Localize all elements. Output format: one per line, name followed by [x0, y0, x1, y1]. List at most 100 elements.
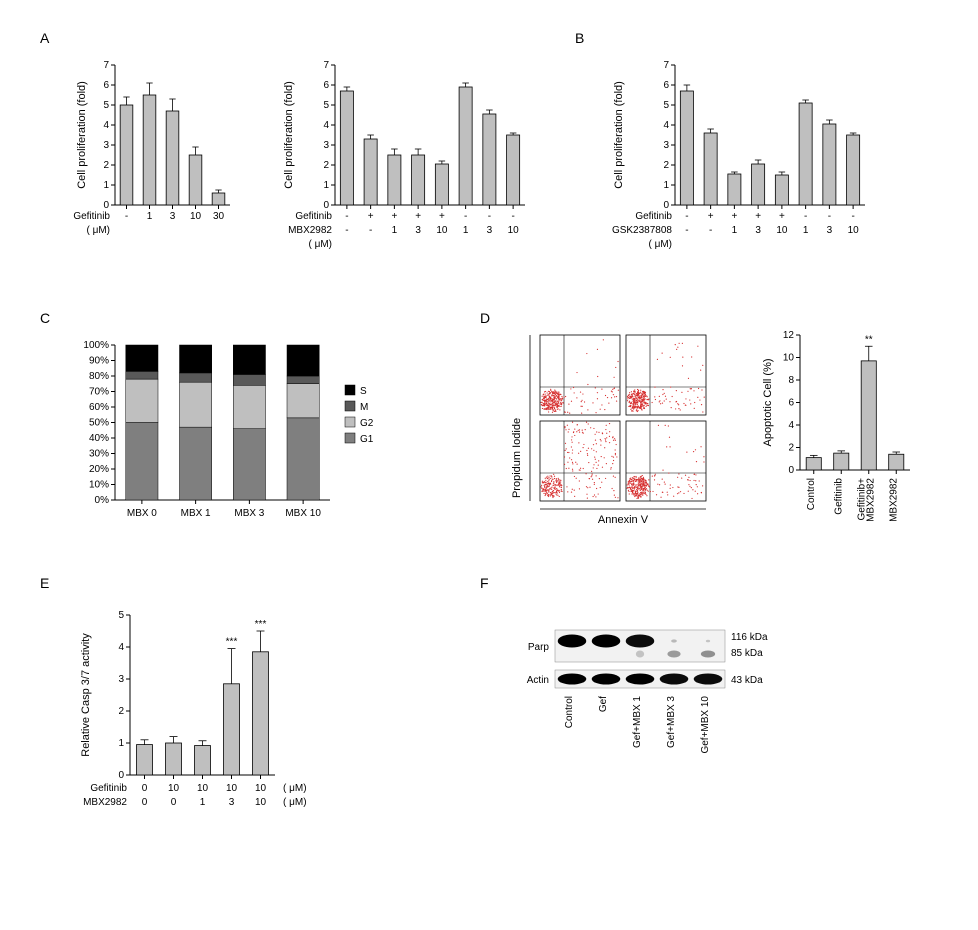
svg-text:90%: 90%: [89, 356, 109, 367]
svg-text:G1: G1: [360, 434, 374, 445]
svg-text:Cell proliferation (fold): Cell proliferation (fold): [76, 81, 88, 189]
chart-a-left: Cell proliferation (fold)01234567Gefitin…: [75, 60, 245, 273]
svg-text:1: 1: [732, 225, 738, 236]
svg-text:0: 0: [788, 465, 794, 476]
svg-text:0: 0: [171, 797, 177, 808]
svg-text:Gefitinib: Gefitinib: [295, 211, 332, 222]
svg-text:43 kDa: 43 kDa: [731, 675, 763, 686]
svg-text:12: 12: [783, 330, 795, 341]
svg-text:MBX2982: MBX2982: [865, 478, 876, 522]
figure-root: A B C D E F Cell proliferation (fold)012…: [20, 20, 958, 910]
svg-text:3: 3: [487, 225, 493, 236]
svg-text:2: 2: [663, 160, 669, 171]
svg-text:S: S: [360, 386, 367, 397]
svg-text:3: 3: [118, 674, 124, 685]
svg-text:-: -: [685, 211, 688, 222]
svg-text:0: 0: [142, 797, 148, 808]
svg-text:Cell proliferation (fold): Cell proliferation (fold): [283, 81, 295, 189]
svg-text:0: 0: [663, 200, 669, 211]
svg-text:M: M: [360, 402, 368, 413]
svg-text:1: 1: [663, 180, 669, 191]
svg-text:100%: 100%: [83, 340, 109, 351]
svg-text:+: +: [779, 211, 785, 222]
svg-text:10: 10: [226, 783, 238, 794]
svg-text:60%: 60%: [89, 402, 109, 413]
svg-text:Cell proliferation (fold): Cell proliferation (fold): [613, 81, 625, 189]
svg-text:10: 10: [190, 211, 202, 222]
svg-text:70%: 70%: [89, 387, 109, 398]
scatter-d: Propidum Iodide Annexin V: [510, 330, 730, 543]
svg-text:10: 10: [255, 797, 267, 808]
svg-text:+: +: [439, 211, 445, 222]
svg-text:10: 10: [848, 225, 860, 236]
svg-text:7: 7: [323, 60, 329, 71]
svg-text:Propidum Iodide: Propidum Iodide: [511, 418, 523, 498]
svg-text:8: 8: [788, 375, 794, 386]
svg-text:5: 5: [118, 610, 124, 621]
svg-text:-: -: [851, 211, 854, 222]
svg-text:0: 0: [103, 200, 109, 211]
svg-text:( μM): ( μM): [283, 783, 307, 794]
svg-text:4: 4: [103, 120, 109, 131]
svg-text:**: **: [865, 334, 873, 345]
svg-text:10: 10: [197, 783, 209, 794]
svg-text:1: 1: [392, 225, 398, 236]
svg-text:+: +: [708, 211, 714, 222]
chart-e: Relative Casp 3/7 activity012345******Ge…: [75, 600, 295, 863]
svg-text:Gef+MBX 3: Gef+MBX 3: [666, 696, 677, 748]
svg-text:Gef+MBX 10: Gef+MBX 10: [700, 696, 711, 754]
svg-text:1: 1: [200, 797, 206, 808]
svg-text:G2: G2: [360, 418, 374, 429]
svg-text:-: -: [828, 211, 831, 222]
svg-text:5: 5: [323, 100, 329, 111]
svg-text:30: 30: [213, 211, 225, 222]
svg-text:10: 10: [255, 783, 267, 794]
svg-text:-: -: [488, 211, 491, 222]
svg-text:3: 3: [229, 797, 235, 808]
svg-text:+: +: [731, 211, 737, 222]
svg-text:3: 3: [755, 225, 761, 236]
chart-b: Cell proliferation (fold)01234567Gefitin…: [610, 60, 880, 283]
panel-label-c: C: [40, 310, 50, 326]
svg-text:Gefitinib: Gefitinib: [833, 478, 844, 515]
svg-text:1: 1: [147, 211, 153, 222]
svg-text:50%: 50%: [89, 418, 109, 429]
svg-text:2: 2: [323, 160, 329, 171]
svg-text:3: 3: [103, 140, 109, 151]
svg-text:GSK2387808: GSK2387808: [612, 225, 672, 236]
svg-text:Control: Control: [806, 478, 817, 510]
chart-c: 0%10%20%30%40%50%60%70%80%90%100%MBX 0MB…: [75, 340, 405, 543]
svg-text:-: -: [685, 225, 688, 236]
svg-text:3: 3: [323, 140, 329, 151]
svg-text:7: 7: [663, 60, 669, 71]
svg-text:116 kDa: 116 kDa: [731, 632, 768, 643]
svg-text:80%: 80%: [89, 371, 109, 382]
svg-text:MBX 0: MBX 0: [127, 508, 157, 519]
svg-text:-: -: [345, 225, 348, 236]
svg-text:Gefitinib: Gefitinib: [73, 211, 110, 222]
svg-text:7: 7: [103, 60, 109, 71]
panel-label-a: A: [40, 30, 49, 46]
svg-text:-: -: [511, 211, 514, 222]
svg-text:2: 2: [788, 443, 794, 454]
svg-text:MBX 1: MBX 1: [181, 508, 211, 519]
svg-text:MBX 10: MBX 10: [285, 508, 321, 519]
svg-text:10: 10: [783, 353, 795, 364]
svg-text:3: 3: [415, 225, 421, 236]
svg-text:Annexin V: Annexin V: [598, 514, 649, 526]
svg-text:Gef: Gef: [598, 696, 609, 712]
svg-text:Gefitinib: Gefitinib: [90, 783, 127, 794]
svg-text:1: 1: [103, 180, 109, 191]
svg-text:5: 5: [103, 100, 109, 111]
svg-text:-: -: [345, 211, 348, 222]
svg-text:+: +: [391, 211, 397, 222]
svg-text:( μM): ( μM): [283, 797, 307, 808]
svg-text:-: -: [125, 211, 128, 222]
blot-f: Parp116 kDa85 kDaActin43 kDaControlGefGe…: [510, 620, 840, 803]
svg-text:Control: Control: [564, 696, 575, 728]
panel-label-b: B: [575, 30, 584, 46]
svg-text:20%: 20%: [89, 464, 109, 475]
svg-text:+: +: [368, 211, 374, 222]
svg-text:3: 3: [663, 140, 669, 151]
svg-text:MBX 3: MBX 3: [234, 508, 264, 519]
